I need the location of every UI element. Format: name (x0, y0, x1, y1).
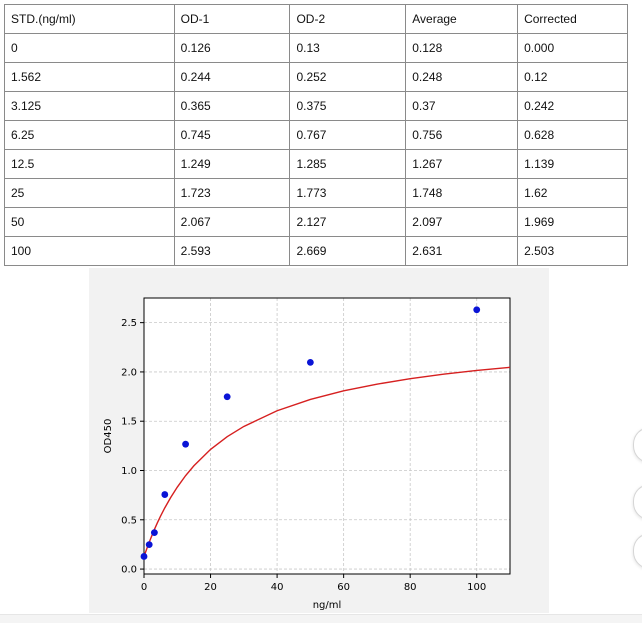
table-row-cell: 1.285 (289, 149, 407, 179)
table-header-row-cell: Corrected (517, 4, 628, 34)
data-point (306, 358, 314, 366)
table-row: 3.125 0.365 0.375 0.37 0.242 (4, 91, 628, 121)
table-row-cell: 6.25 (4, 120, 175, 150)
data-point (140, 553, 148, 560)
data-point (473, 306, 481, 314)
table-row-cell: 100 (4, 236, 175, 266)
table-row-cell: 0.767 (289, 120, 407, 150)
table-row-cell: 25 (4, 178, 175, 208)
standards-table-body: STD.(ng/ml) OD-1 OD-2 Average Corrected 0 0.12… (4, 4, 628, 266)
fit-curve-line (143, 366, 511, 557)
table-row: 1.562 0.244 0.252 0.248 0.12 (4, 62, 628, 92)
plot-frame (143, 297, 511, 575)
table-header-row-cell: OD-2 (289, 4, 407, 34)
table-row-cell: 0.242 (517, 91, 628, 121)
table-row-cell: 0.375 (289, 91, 407, 121)
data-point (145, 541, 153, 549)
table-row: 12.5 1.249 1.285 1.267 1.139 (4, 149, 628, 179)
table-row-cell: 1.723 (173, 178, 291, 208)
bottom-status-strip (0, 614, 642, 623)
x-tick-label: 0 (141, 582, 147, 593)
table-row-cell: 0.628 (517, 120, 628, 150)
y-tick-label: 0.0 (121, 565, 137, 576)
table-row-cell: 0.252 (289, 62, 407, 92)
y-tick-label: 1.5 (121, 417, 137, 428)
table-row: 25 1.723 1.773 1.748 1.62 (4, 178, 628, 208)
table-row-cell: 2.127 (289, 207, 407, 237)
y-tick-label: 2.0 (121, 367, 137, 378)
table-row-cell: 0.126 (173, 33, 291, 63)
table-row-cell: 2.067 (173, 207, 291, 237)
x-tick-label: 40 (271, 582, 284, 593)
table-header-row: STD.(ng/ml) OD-1 OD-2 Average Corrected (4, 4, 628, 34)
y-axis-label: OD450 (103, 419, 114, 454)
table-row-cell: 1.562 (4, 62, 175, 92)
x-tick-label: 80 (404, 582, 417, 593)
x-axis-label: ng/ml (313, 600, 342, 611)
table-row-cell: 0.000 (517, 33, 628, 63)
table-row-cell: 0.37 (405, 91, 519, 121)
table-row: 6.25 0.745 0.767 0.756 0.628 (4, 120, 628, 150)
side-panel-button-1[interactable] (633, 427, 642, 463)
table-row-cell: 0.128 (405, 33, 519, 63)
table-header-row-cell: STD.(ng/ml) (4, 4, 175, 34)
x-tick-label: 100 (467, 582, 486, 593)
table-row-cell: 1.773 (289, 178, 407, 208)
table-row-cell: 50 (4, 207, 175, 237)
table-row: 50 2.067 2.127 2.097 1.969 (4, 207, 628, 237)
table-row: 0 0.126 0.13 0.128 0.000 (4, 33, 628, 63)
data-point (150, 529, 158, 536)
standards-table: STD.(ng/ml) OD-1 OD-2 Average Corrected 0 0.12… (4, 4, 628, 266)
y-tick-label: 1.0 (121, 466, 137, 477)
table-row-cell: 2.593 (173, 236, 291, 266)
side-panel-button-3[interactable] (633, 533, 642, 569)
table-row: 100 2.593 2.669 2.631 2.503 (4, 236, 628, 266)
table-row-cell: 0.248 (405, 62, 519, 92)
data-point (161, 491, 169, 498)
table-header-row-cell: Average (405, 4, 519, 34)
table-row-cell: 12.5 (4, 149, 175, 179)
y-tick-label: 2.5 (121, 318, 137, 329)
table-row-cell: 1.969 (517, 207, 628, 237)
table-row-cell: 0 (4, 33, 175, 63)
table-row-cell: 0.365 (173, 91, 291, 121)
table-row-cell: 1.748 (405, 178, 519, 208)
x-tick-label: 20 (204, 582, 217, 593)
table-row-cell: 0.745 (173, 120, 291, 150)
table-row-cell: 0.12 (517, 62, 628, 92)
plot-area (144, 298, 510, 574)
table-row-cell: 1.62 (517, 178, 628, 208)
table-row-cell: 3.125 (4, 91, 175, 121)
table-header-row-cell: OD-1 (173, 4, 291, 34)
standard-curve-svg: 0 20 40 60 80 100 0.0 0.5 1.0 1.5 2.0 2.5 ng/ml OD450 (89, 268, 549, 613)
table-row-cell: 1.249 (173, 149, 291, 179)
table-row-cell: 2.631 (405, 236, 519, 266)
table-row-cell: 0.244 (173, 62, 291, 92)
standard-curve-chart: 0 20 40 60 80 100 0.0 0.5 1.0 1.5 2.0 2.5 ng/ml OD450 (89, 268, 549, 613)
table-row-cell: 0.13 (289, 33, 407, 63)
x-tick-label: 60 (337, 582, 350, 593)
data-point (223, 393, 231, 401)
table-row-cell: 1.139 (517, 149, 628, 179)
table-row-cell: 2.503 (517, 236, 628, 266)
table-row-cell: 1.267 (405, 149, 519, 179)
table-row-cell: 0.756 (405, 120, 519, 150)
data-point (182, 440, 189, 448)
table-row-cell: 2.097 (405, 207, 519, 237)
table-row-cell: 2.669 (289, 236, 407, 266)
y-tick-label: 0.5 (121, 515, 137, 526)
side-panel-button-2[interactable] (633, 484, 642, 520)
